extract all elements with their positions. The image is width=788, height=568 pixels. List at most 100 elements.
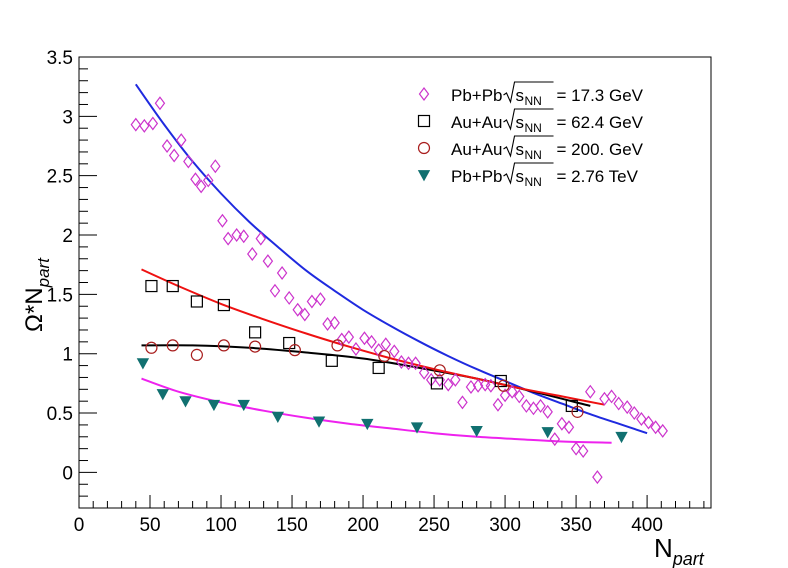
sqrt-sign bbox=[503, 108, 554, 131]
legend-sqrt-s: s bbox=[516, 86, 525, 105]
data-point bbox=[315, 292, 326, 307]
data-point bbox=[190, 295, 203, 308]
legend-sqrt-sub: NN bbox=[525, 148, 542, 162]
data-point bbox=[599, 391, 610, 406]
legend-marker bbox=[417, 170, 431, 182]
fit-curve bbox=[141, 268, 605, 406]
data-point bbox=[556, 416, 568, 431]
y-tick-label: 1.5 bbox=[47, 285, 73, 306]
data-point bbox=[166, 279, 179, 293]
y-tick-label: 3 bbox=[62, 107, 73, 128]
data-point bbox=[179, 396, 192, 408]
legend-marker bbox=[417, 141, 431, 155]
data-point bbox=[577, 444, 589, 459]
legend-sqrt-s: s bbox=[516, 140, 525, 159]
x-axis-title-sub: part bbox=[672, 549, 705, 568]
data-point bbox=[176, 133, 187, 148]
data-point bbox=[443, 377, 454, 392]
data-markers bbox=[130, 96, 668, 485]
x-tick-label: 350 bbox=[560, 515, 592, 536]
data-point bbox=[499, 388, 511, 403]
data-point bbox=[249, 340, 262, 353]
data-point bbox=[145, 341, 158, 354]
data-point bbox=[288, 344, 301, 357]
data-point bbox=[147, 116, 159, 131]
data-point bbox=[145, 279, 158, 293]
data-point bbox=[492, 397, 504, 412]
data-point bbox=[325, 354, 338, 367]
data-point bbox=[217, 339, 230, 352]
data-point bbox=[255, 231, 267, 246]
data-point bbox=[506, 384, 518, 399]
data-point bbox=[396, 355, 407, 370]
x-axis-title-main: N bbox=[654, 533, 673, 563]
x-tick-label: 50 bbox=[139, 515, 160, 536]
x-tick-label: 250 bbox=[418, 515, 450, 536]
y-axis-title: Ω*Npart bbox=[21, 257, 53, 332]
data-point bbox=[168, 148, 180, 163]
y-axis: 0 0.5 1 1.5 2 2.5 3 3.5 bbox=[47, 48, 97, 509]
data-point bbox=[592, 470, 603, 485]
data-point bbox=[222, 231, 234, 246]
data-point bbox=[359, 331, 370, 346]
data-point bbox=[210, 159, 221, 174]
data-point bbox=[621, 400, 633, 415]
data-point bbox=[247, 247, 258, 262]
x-axis-title: Npart bbox=[654, 533, 705, 568]
legend-label: Au+Au bbox=[451, 140, 503, 159]
x-tick-label: 0 bbox=[74, 515, 85, 536]
data-point bbox=[292, 302, 303, 317]
data-point bbox=[350, 341, 362, 356]
data-point bbox=[514, 389, 525, 404]
y-tick-label: 3.5 bbox=[47, 48, 73, 69]
data-point bbox=[650, 420, 661, 435]
data-point bbox=[299, 307, 311, 322]
legend-energy: = 17.3 GeV bbox=[557, 86, 644, 105]
data-point bbox=[457, 395, 468, 410]
data-point bbox=[361, 418, 374, 431]
data-point bbox=[410, 422, 424, 434]
data-point bbox=[636, 411, 647, 426]
data-point bbox=[271, 411, 285, 423]
data-point bbox=[190, 172, 201, 187]
fit-curve bbox=[134, 83, 648, 435]
data-point bbox=[613, 396, 624, 411]
legend-label: Au+Au bbox=[451, 113, 503, 132]
legend-sqrt-s: s bbox=[516, 167, 525, 186]
legend-marker bbox=[417, 114, 431, 128]
x-tick-label: 100 bbox=[205, 515, 237, 536]
data-point bbox=[366, 334, 377, 349]
data-point bbox=[571, 405, 584, 418]
data-point bbox=[183, 154, 194, 169]
data-point bbox=[521, 398, 532, 413]
data-point bbox=[629, 406, 640, 421]
data-point bbox=[541, 427, 554, 439]
legend-energy: = 2.76 TeV bbox=[557, 167, 639, 186]
data-point bbox=[470, 425, 483, 438]
data-point bbox=[343, 330, 355, 345]
data-point bbox=[542, 404, 553, 419]
data-point bbox=[643, 415, 654, 430]
sqrt-sign bbox=[503, 162, 554, 185]
data-point bbox=[190, 348, 203, 361]
legend-label: Pb+Pb bbox=[451, 86, 503, 105]
data-point bbox=[312, 416, 326, 428]
data-point bbox=[615, 431, 628, 444]
data-point bbox=[485, 378, 497, 393]
y-tick-label: 2 bbox=[62, 226, 73, 247]
data-point bbox=[231, 228, 242, 243]
data-point bbox=[497, 379, 510, 392]
y-tick-label: 1 bbox=[62, 345, 73, 366]
legend-sqrt-s: s bbox=[516, 113, 525, 132]
data-point bbox=[136, 358, 150, 370]
data-point bbox=[154, 96, 166, 111]
data-point bbox=[217, 298, 230, 312]
data-point bbox=[535, 398, 546, 413]
data-point bbox=[237, 399, 250, 412]
data-point bbox=[217, 213, 228, 228]
data-point bbox=[606, 389, 617, 404]
data-point bbox=[450, 372, 461, 387]
data-point bbox=[306, 294, 318, 309]
